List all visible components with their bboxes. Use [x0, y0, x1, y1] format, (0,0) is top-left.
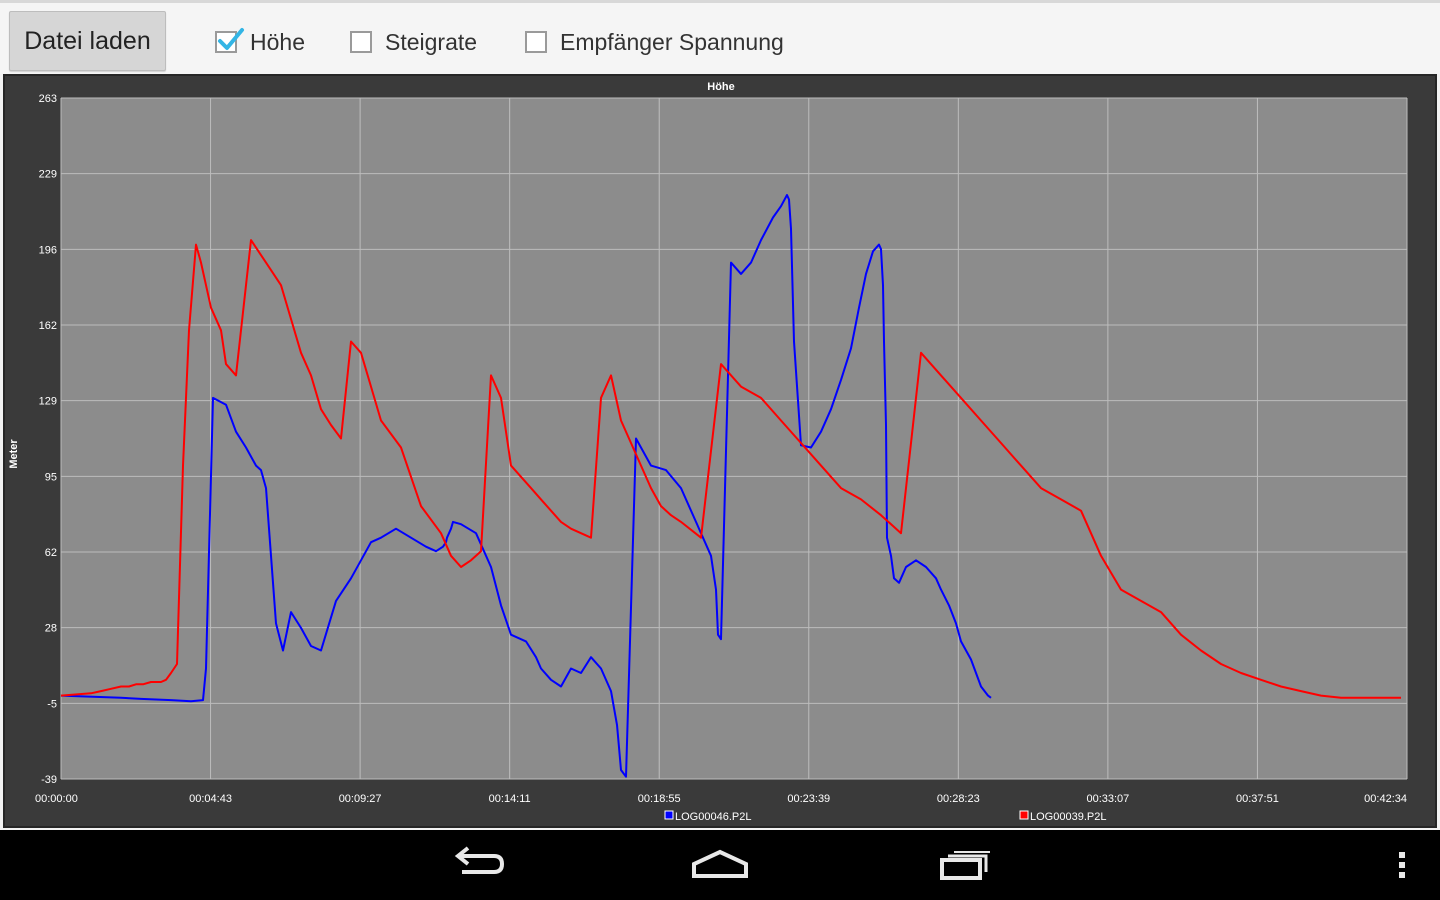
legend-label: LOG00039.P2L	[1030, 811, 1106, 823]
x-tick-label: 00:37:51	[1236, 793, 1279, 805]
legend-label: LOG00046.P2L	[675, 811, 751, 823]
checkbox-empfaenger-spannung-box[interactable]	[525, 31, 547, 53]
y-tick-label: 28	[45, 623, 57, 635]
y-tick-label: 95	[45, 471, 57, 483]
x-axis-ticks: 00:00:00 00:04:43 00:09:27 00:14:11 00:18:55…	[35, 793, 1407, 805]
back-icon[interactable]	[448, 842, 508, 888]
legend-swatch	[664, 810, 674, 820]
series-line-blue	[60, 194, 992, 778]
x-tick-label: 00:28:23	[937, 793, 980, 805]
recents-icon[interactable]	[936, 842, 996, 888]
y-tick-label: -39	[41, 774, 57, 786]
y-axis-ticks: 263 229 196 162 129 95 62 28 -5 -39	[39, 93, 57, 786]
checkbox-hoehe[interactable]: Höhe	[215, 23, 305, 61]
checkbox-hoehe-box[interactable]	[215, 28, 244, 53]
x-tick-label: 00:42:34	[1364, 793, 1407, 805]
checkbox-steigrate-label: Steigrate	[385, 28, 478, 55]
legend-swatch	[1019, 810, 1029, 820]
x-tick-label: 00:23:39	[787, 793, 830, 805]
series-layer	[60, 194, 1401, 778]
y-tick-label: 263	[39, 93, 57, 105]
checkbox-steigrate-box[interactable]	[350, 31, 372, 53]
checkmark-icon	[218, 28, 244, 50]
y-tick-label: 129	[39, 396, 57, 408]
overflow-menu-icon[interactable]	[1392, 842, 1412, 888]
grid-lines	[60, 97, 1408, 780]
x-tick-label: 00:09:27	[339, 793, 382, 805]
x-tick-label: 00:33:07	[1086, 793, 1129, 805]
x-tick-label: 00:18:55	[638, 793, 681, 805]
y-tick-label: -5	[47, 698, 57, 710]
y-tick-label: 229	[39, 169, 57, 181]
y-axis-label: Meter	[8, 439, 20, 469]
y-tick-label: 162	[39, 320, 57, 332]
checkbox-steigrate[interactable]: Steigrate	[350, 23, 477, 61]
home-icon[interactable]	[690, 842, 750, 888]
load-file-button[interactable]: Datei laden	[9, 11, 166, 71]
chart-title: Höhe	[707, 81, 735, 93]
x-tick-label: 00:04:43	[189, 793, 232, 805]
chart-panel[interactable]: 263 229 196 162 129 95 62 28 -5 -39 00:00:00 00:04…	[3, 74, 1437, 828]
checkbox-empfaenger-spannung[interactable]: Empfänger Spannung	[525, 23, 784, 61]
checkbox-empfaenger-spannung-label: Empfänger Spannung	[560, 28, 784, 55]
android-nav-bar	[0, 830, 1440, 900]
y-tick-label: 62	[45, 547, 57, 559]
series-line-red	[60, 239, 1401, 699]
x-tick-label: 00:14:11	[489, 793, 531, 805]
toolbar: Datei laden Höhe Steigrate Empfänger Spa…	[0, 0, 1440, 74]
y-tick-label: 196	[39, 244, 57, 256]
checkbox-hoehe-label: Höhe	[250, 28, 305, 55]
x-tick-label: 00:00:00	[35, 793, 78, 805]
chart-legend: LOG00046.P2L LOG00039.P2L	[664, 810, 1106, 823]
plot-area	[61, 98, 1407, 779]
altitude-chart[interactable]: 263 229 196 162 129 95 62 28 -5 -39 00:00:00 00:04…	[5, 76, 1435, 826]
